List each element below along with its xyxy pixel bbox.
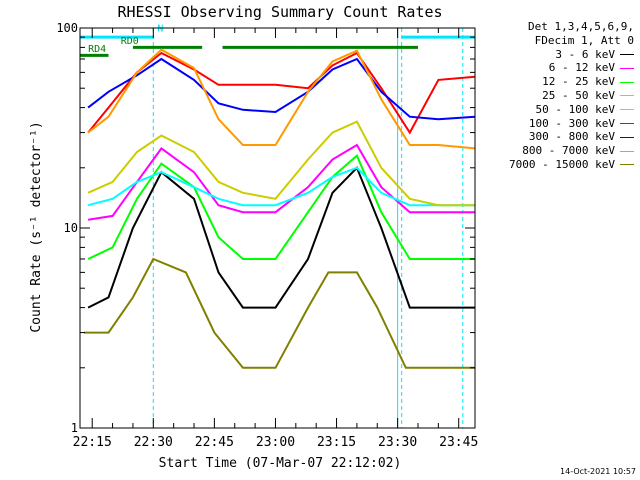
legend-entry-4: 50 - 100 keV (478, 103, 636, 117)
legend-entry-0: 3 - 6 keV (478, 48, 636, 62)
legend-label-6: 300 - 800 keV (528, 130, 615, 144)
flags-layer: N RD0 RD4 (79, 24, 475, 428)
y-tick-label-2: 100 (56, 21, 78, 35)
legend-label-7: 800 - 7000 keV (522, 144, 615, 158)
legend: Det 1,3,4,5,6,9, FDecim 1, Att 0 3 - 6 k… (478, 20, 636, 172)
legend-entry-5: 100 - 300 keV (478, 117, 636, 131)
detector-label: Det 1,3,4,5,6,9, (528, 20, 634, 33)
generation-timestamp: 14-Oct-2021 10:57 (560, 467, 636, 476)
legend-entry-8: 7000 - 15000 keV (478, 158, 636, 172)
legend-label-1: 6 - 12 keV (548, 61, 615, 75)
axes-layer: 1 10 100 22:15 22:30 22:45 23:00 23:15 23:30 23:4… (56, 21, 478, 450)
y-tick-label-0: 1 (71, 421, 78, 435)
legend-label-8: 7000 - 15000 keV (509, 157, 615, 171)
flag-label-2: RD4 (88, 44, 106, 55)
legend-rows: 3 - 6 keV 6 - 12 keV 12 - 25 keV 25 - 50 ke… (478, 48, 636, 172)
legend-swatch-8 (620, 164, 634, 166)
legend-label-4: 50 - 100 keV (535, 102, 615, 116)
x-tick-label-2: 22:45 (195, 435, 234, 450)
legend-label-5: 100 - 300 keV (528, 116, 615, 130)
legend-swatch-2 (620, 81, 634, 83)
y-axis-label: Count Rate (s⁻¹ detector⁻¹) (29, 121, 44, 332)
x-tick-label-1: 22:30 (134, 435, 173, 450)
series-line-4 (87, 120, 475, 207)
y-tick-label-1: 10 (64, 221, 78, 235)
x-tick-label-3: 23:00 (256, 435, 295, 450)
series-line-8 (84, 257, 475, 369)
legend-swatch-6 (620, 136, 634, 138)
x-tick-label-4: 23:15 (317, 435, 356, 450)
legend-swatch-7 (620, 150, 634, 152)
legend-label-0: 3 - 6 keV (555, 47, 615, 61)
x-tick-label-5: 23:30 (378, 435, 417, 450)
x-tick-label-6: 23:45 (439, 435, 478, 450)
legend-entry-6: 300 - 800 keV (478, 130, 636, 144)
chart-title: RHESSI Observing Summary Count Rates (117, 3, 442, 21)
series-line-7 (87, 48, 476, 150)
x-axis-label: Start Time (07-Mar-07 22:12:02) (159, 456, 402, 471)
legend-entry-3: 25 - 50 keV (478, 89, 636, 103)
series-layer (84, 48, 476, 369)
legend-label-2: 12 - 25 keV (542, 75, 615, 89)
x-tick-label-0: 22:15 (73, 435, 112, 450)
legend-swatch-4 (620, 109, 634, 111)
legend-entry-7: 800 - 7000 keV (478, 144, 636, 158)
legend-label-3: 25 - 50 keV (542, 88, 615, 102)
series-line-1 (87, 143, 475, 221)
series-line-0 (87, 166, 475, 309)
flag-label-1: RD0 (121, 36, 139, 47)
legend-entry-1: 6 - 12 keV (478, 61, 636, 75)
flag-label-0: N (157, 24, 163, 35)
legend-entry-2: 12 - 25 keV (478, 75, 636, 89)
fdecim-label: FDecim 1, Att 0 (534, 33, 634, 47)
series-line-2 (87, 154, 475, 260)
legend-swatch-3 (620, 95, 634, 97)
legend-swatch-1 (620, 67, 634, 69)
legend-swatch-5 (620, 122, 634, 124)
series-line-6 (87, 57, 476, 121)
legend-swatch-0 (620, 53, 634, 55)
series-line-3 (87, 166, 475, 207)
